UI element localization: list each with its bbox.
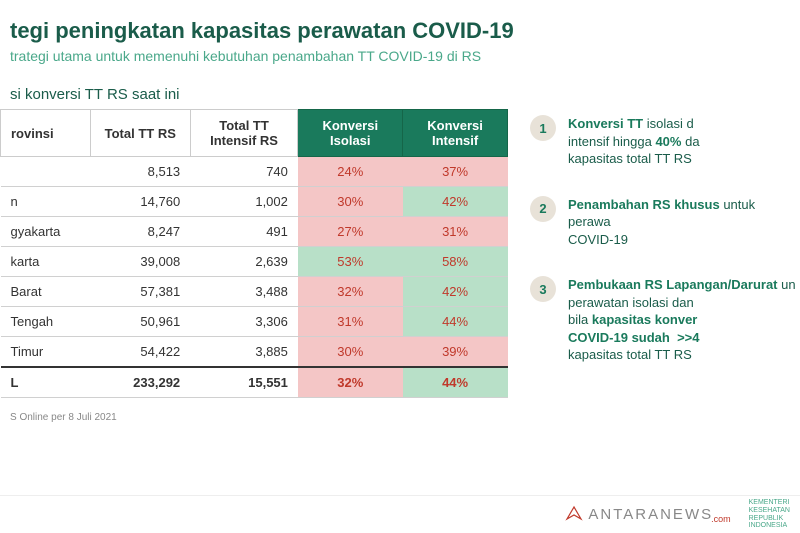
cell-kint: 37% — [403, 157, 508, 187]
conversion-table: rovinsi Total TT RS Total TT Intensif RS… — [0, 109, 508, 398]
strategy-number: 1 — [530, 115, 556, 141]
cell-intensif: 3,488 — [190, 277, 298, 307]
cell-provinsi: Barat — [1, 277, 91, 307]
cell-iso: 27% — [298, 217, 403, 247]
strategy-item: 3 Pembukaan RS Lapangan/Darurat unperawat… — [530, 276, 800, 364]
cell-kint: 44% — [403, 307, 508, 337]
section-label: si konversi TT RS saat ini — [0, 86, 800, 103]
cell-iso: 30% — [298, 337, 403, 368]
cell-kint: 58% — [403, 247, 508, 277]
strategy-item: 1 Konversi TT isolasi dintensif hingga 40… — [530, 115, 800, 168]
cell-provinsi: Tengah — [1, 307, 91, 337]
cell-tt: 14,760 — [90, 187, 190, 217]
table-row: n14,7601,00230%42% — [1, 187, 508, 217]
cell-kint: 42% — [403, 187, 508, 217]
antara-logo: ANTARANEWS .com — [564, 505, 730, 525]
cell-intensif: 3,885 — [190, 337, 298, 368]
strategy-number: 3 — [530, 276, 556, 302]
table-total-row: L233,29215,55132%44% — [1, 367, 508, 398]
cell-tt: 39,008 — [90, 247, 190, 277]
antara-icon — [564, 505, 584, 525]
cell-iso: 24% — [298, 157, 403, 187]
antara-dotcom: .com — [711, 514, 731, 524]
strategy-number: 2 — [530, 196, 556, 222]
cell-intensif: 740 — [190, 157, 298, 187]
col-konversi-intensif: Konversi Intensif — [403, 110, 508, 157]
cell-intensif: 2,639 — [190, 247, 298, 277]
table-row: gyakarta8,24749127%31% — [1, 217, 508, 247]
cell-intensif: 1,002 — [190, 187, 298, 217]
cell-iso: 32% — [298, 367, 403, 398]
cell-provinsi: gyakarta — [1, 217, 91, 247]
footnote: S Online per 8 Juli 2021 — [0, 412, 800, 423]
strategy-item: 2 Penambahan RS khusus untuk perawaCOVID-… — [530, 196, 800, 249]
cell-intensif: 3,306 — [190, 307, 298, 337]
strategy-text: Konversi TT isolasi dintensif hingga 40%… — [568, 115, 700, 168]
cell-kint: 31% — [403, 217, 508, 247]
cell-provinsi: karta — [1, 247, 91, 277]
cell-provinsi: n — [1, 187, 91, 217]
page-subtitle: trategi utama untuk memenuhi kebutuhan p… — [0, 48, 800, 64]
cell-tt: 8,247 — [90, 217, 190, 247]
cell-kint: 39% — [403, 337, 508, 368]
strategy-text: Penambahan RS khusus untuk perawaCOVID-1… — [568, 196, 800, 249]
cell-kint: 42% — [403, 277, 508, 307]
table-row: Barat57,3813,48832%42% — [1, 277, 508, 307]
strategy-text: Pembukaan RS Lapangan/Darurat unperawata… — [568, 276, 796, 364]
cell-iso: 53% — [298, 247, 403, 277]
strategies-list: 1 Konversi TT isolasi dintensif hingga 40… — [508, 109, 800, 398]
cell-provinsi — [1, 157, 91, 187]
cell-tt: 50,961 — [90, 307, 190, 337]
cell-tt: 8,513 — [90, 157, 190, 187]
table-row: 8,51374024%37% — [1, 157, 508, 187]
table-row: Timur54,4223,88530%39% — [1, 337, 508, 368]
col-provinsi: rovinsi — [1, 110, 91, 157]
cell-intensif: 15,551 — [190, 367, 298, 398]
cell-tt: 54,422 — [90, 337, 190, 368]
col-total-intensif: Total TT Intensif RS — [190, 110, 298, 157]
cell-intensif: 491 — [190, 217, 298, 247]
cell-iso: 30% — [298, 187, 403, 217]
page-title: tegi peningkatan kapasitas perawatan COV… — [0, 18, 800, 44]
cell-kint: 44% — [403, 367, 508, 398]
col-total-tt: Total TT RS — [90, 110, 190, 157]
cell-iso: 32% — [298, 277, 403, 307]
table-row: Tengah50,9613,30631%44% — [1, 307, 508, 337]
cell-provinsi: Timur — [1, 337, 91, 368]
cell-tt: 57,381 — [90, 277, 190, 307]
antara-text: ANTARANEWS — [588, 506, 713, 523]
table-row: karta39,0082,63953%58% — [1, 247, 508, 277]
col-konversi-isolasi: Konversi Isolasi — [298, 110, 403, 157]
cell-tt: 233,292 — [90, 367, 190, 398]
cell-provinsi: L — [1, 367, 91, 398]
kemkes-logo: KEMENTERIKESEHATANREPUBLIKINDONESIA — [749, 499, 790, 530]
cell-iso: 31% — [298, 307, 403, 337]
footer: ANTARANEWS .com KEMENTERIKESEHATANREPUBL… — [0, 495, 800, 533]
